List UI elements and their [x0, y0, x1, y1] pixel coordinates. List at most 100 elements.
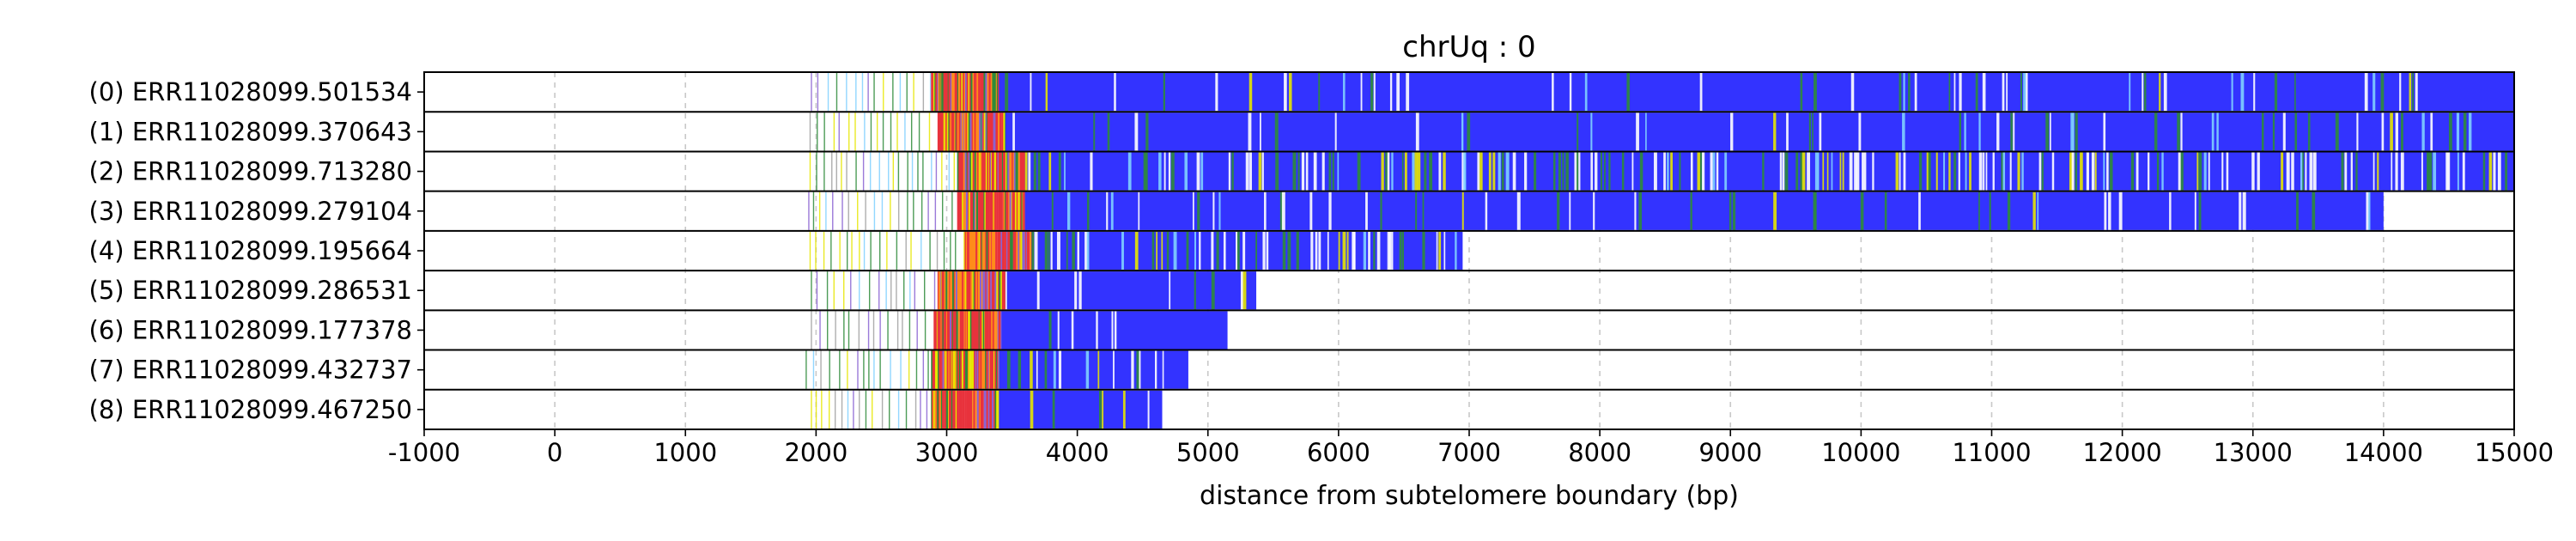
- variant-mark: [1716, 152, 1719, 191]
- variant-mark: [994, 350, 997, 389]
- variant-mark: [855, 152, 857, 191]
- variant-mark: [992, 73, 994, 112]
- variant-mark: [1264, 191, 1267, 230]
- variant-mark: [970, 390, 973, 429]
- variant-mark: [963, 73, 965, 112]
- variant-mark: [1096, 311, 1098, 350]
- variant-mark: [981, 271, 984, 310]
- variant-mark: [2211, 112, 2215, 151]
- variant-mark: [945, 350, 948, 389]
- variant-mark: [933, 390, 936, 429]
- variant-mark: [1216, 231, 1219, 270]
- variant-mark: [1289, 73, 1292, 112]
- row-label: (7) ERR11028099.432737: [89, 356, 412, 385]
- variant-mark: [1360, 73, 1363, 112]
- variant-mark: [815, 231, 817, 270]
- variant-mark: [2156, 152, 2160, 191]
- variant-mark: [1948, 152, 1951, 191]
- variant-mark: [1262, 231, 1266, 270]
- variant-mark: [964, 73, 968, 112]
- variant-mark: [2180, 112, 2183, 151]
- variant-mark: [963, 112, 966, 151]
- variant-mark: [932, 390, 934, 429]
- variant-mark: [896, 231, 898, 270]
- variant-mark: [944, 73, 947, 112]
- variant-mark: [812, 350, 815, 389]
- variant-mark: [867, 311, 870, 350]
- telomere-block: [999, 73, 2514, 112]
- variant-mark: [969, 390, 971, 429]
- variant-mark: [956, 112, 958, 151]
- variant-mark: [870, 231, 872, 270]
- variant-mark: [1008, 231, 1011, 270]
- variant-mark: [1569, 191, 1571, 230]
- variant-mark: [1807, 152, 1811, 191]
- variant-mark: [1071, 311, 1074, 350]
- variant-mark: [1338, 231, 1340, 270]
- variant-mark: [2497, 152, 2501, 191]
- variant-mark: [1690, 191, 1692, 230]
- variant-mark: [1959, 112, 1961, 151]
- variant-mark: [950, 231, 951, 270]
- variant-mark: [1158, 152, 1162, 191]
- variant-mark: [1274, 112, 1279, 151]
- variant-mark: [922, 152, 924, 191]
- variant-mark: [975, 152, 978, 191]
- variant-mark: [1773, 191, 1777, 230]
- variant-mark: [960, 152, 963, 191]
- variant-mark: [976, 350, 979, 389]
- variant-mark: [990, 390, 993, 429]
- chart-title: chrUq : 0: [1402, 30, 1535, 64]
- variant-mark: [2390, 112, 2393, 151]
- variant-mark: [1200, 152, 1204, 191]
- variant-mark: [1856, 152, 1860, 191]
- variant-mark: [859, 271, 860, 310]
- variant-mark: [959, 73, 963, 112]
- x-tick-label: -1000: [388, 438, 460, 467]
- variant-mark: [981, 191, 984, 230]
- variant-mark: [952, 112, 956, 151]
- variant-mark: [1498, 152, 1501, 191]
- variant-mark: [987, 350, 989, 389]
- variant-mark: [943, 311, 945, 350]
- variant-mark: [1337, 152, 1340, 191]
- variant-mark: [1309, 191, 1313, 230]
- variant-mark: [1318, 73, 1321, 112]
- variant-mark: [982, 112, 985, 151]
- variant-mark: [985, 231, 987, 270]
- variant-mark: [1908, 73, 1911, 112]
- variant-mark: [818, 191, 821, 230]
- variant-mark: [987, 73, 989, 112]
- variant-mark: [863, 350, 865, 389]
- variant-mark: [2163, 73, 2167, 112]
- variant-mark: [969, 350, 971, 389]
- variant-mark: [2433, 152, 2437, 191]
- row-label: (2) ERR11028099.713280: [89, 157, 412, 186]
- variant-mark: [957, 191, 959, 230]
- telomere-block: [1005, 271, 1257, 310]
- variant-mark: [2198, 191, 2202, 230]
- variant-mark: [2049, 112, 2051, 151]
- variant-mark: [1003, 231, 1005, 270]
- variant-mark: [974, 191, 976, 230]
- variant-mark: [974, 73, 976, 112]
- variant-mark: [1001, 271, 1005, 310]
- variant-mark: [1048, 152, 1052, 191]
- variant-mark: [975, 271, 978, 310]
- variant-mark: [1016, 231, 1018, 270]
- variant-mark: [863, 231, 866, 270]
- x-tick-label: 13000: [2214, 438, 2293, 467]
- variant-mark: [1015, 152, 1018, 191]
- x-tick-label: 3000: [915, 438, 979, 467]
- variant-mark: [972, 231, 975, 270]
- variant-mark: [1030, 231, 1032, 270]
- variant-mark: [983, 271, 987, 310]
- x-tick-label: 2000: [784, 438, 848, 467]
- variant-mark: [2427, 152, 2429, 191]
- variant-mark: [1996, 112, 2000, 151]
- variant-mark: [1461, 112, 1464, 151]
- variant-mark: [915, 350, 918, 389]
- variant-mark: [946, 112, 949, 151]
- variant-mark: [974, 311, 976, 350]
- variant-mark: [2302, 152, 2304, 191]
